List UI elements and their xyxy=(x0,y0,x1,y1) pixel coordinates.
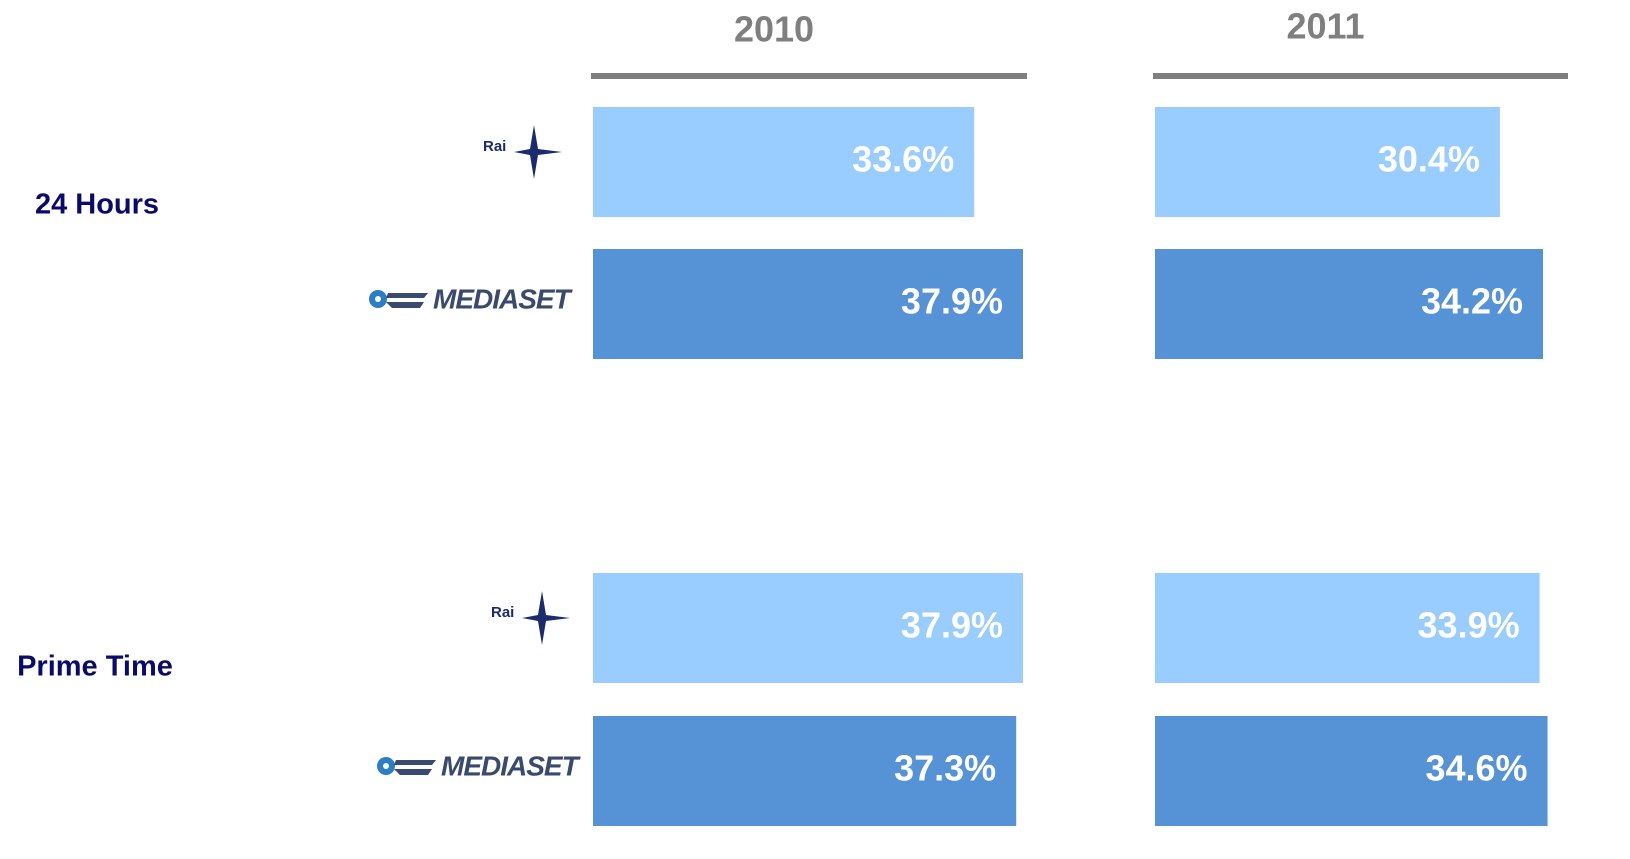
bar xyxy=(1155,107,1500,217)
rai-logo: Rai xyxy=(483,125,562,179)
mediaset-name: MEDIASET xyxy=(441,750,582,781)
rai-name: Rai xyxy=(483,138,506,155)
rai-star xyxy=(522,591,570,645)
bar xyxy=(1155,249,1544,359)
mediaset-gear-hole xyxy=(375,296,381,302)
rai-star xyxy=(514,125,562,179)
value-label: 37.9% xyxy=(901,605,1003,646)
mediaset-swoosh xyxy=(386,293,428,308)
value-label: 37.9% xyxy=(901,281,1003,322)
value-label: 34.2% xyxy=(1421,281,1523,322)
panel-title: 2011 xyxy=(1286,6,1364,47)
mediaset-logo: MEDIASET xyxy=(377,750,583,781)
mediaset-name: MEDIASET xyxy=(433,283,574,314)
bar xyxy=(1155,716,1548,826)
value-label: 33.6% xyxy=(852,139,954,180)
category-label: 24 Hours xyxy=(35,189,159,221)
bar xyxy=(593,573,1023,683)
mediaset-swoosh xyxy=(394,760,436,775)
bar xyxy=(593,716,1017,826)
bar xyxy=(593,107,975,217)
rai-name: Rai xyxy=(491,604,514,621)
mediaset-logo: MEDIASET xyxy=(369,283,575,314)
value-label: 33.9% xyxy=(1418,605,1520,646)
value-label: 34.6% xyxy=(1425,748,1527,789)
category-label: Prime Time xyxy=(17,651,173,683)
panel-title: 2010 xyxy=(734,9,814,50)
value-label: 37.3% xyxy=(894,748,996,789)
bar xyxy=(1155,573,1540,683)
bar xyxy=(593,249,1023,359)
mediaset-gear-hole xyxy=(383,763,389,769)
value-label: 30.4% xyxy=(1378,139,1480,180)
rai-logo: Rai xyxy=(491,591,570,645)
